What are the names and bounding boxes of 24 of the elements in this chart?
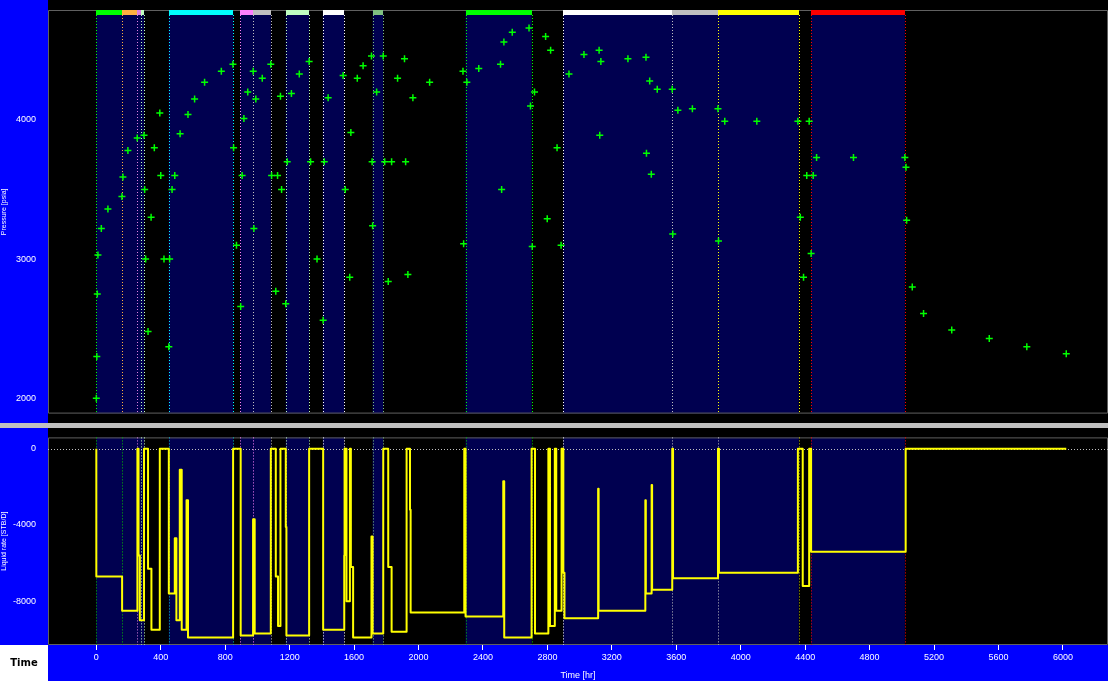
x-tick-label: 2400	[472, 651, 493, 662]
x-tick-label: 800	[217, 651, 233, 662]
x-tick-label: 3200	[601, 651, 622, 662]
y-tick-label: 4000	[15, 114, 36, 125]
y-tick-label: 2000	[15, 392, 36, 403]
y-tick-label: 3000	[15, 253, 36, 264]
x-axis-title: Time [hr]	[560, 670, 596, 681]
x-tick-label: 1200	[279, 651, 300, 662]
x-tick-label: 3600	[666, 651, 687, 662]
x-tick-label: 0	[93, 651, 99, 662]
x-tick-label: 5600	[988, 651, 1009, 662]
x-tick-label: 4400	[795, 651, 816, 662]
x-tick-label: 4800	[859, 651, 880, 662]
x-tick-label: 4000	[730, 651, 751, 662]
y-tick-label: -8000	[12, 595, 36, 606]
x-tick-label: 1600	[344, 651, 365, 662]
y-tick-label: -4000	[12, 519, 36, 530]
x-tick-label: 2800	[537, 651, 558, 662]
y-tick-label: 0	[30, 443, 36, 454]
x-tick-label: 5200	[924, 651, 945, 662]
x-tick-label: 6000	[1052, 651, 1073, 662]
x-tick-label: 400	[153, 651, 169, 662]
x-tick-label: 2000	[408, 651, 429, 662]
text: Time	[10, 656, 38, 668]
